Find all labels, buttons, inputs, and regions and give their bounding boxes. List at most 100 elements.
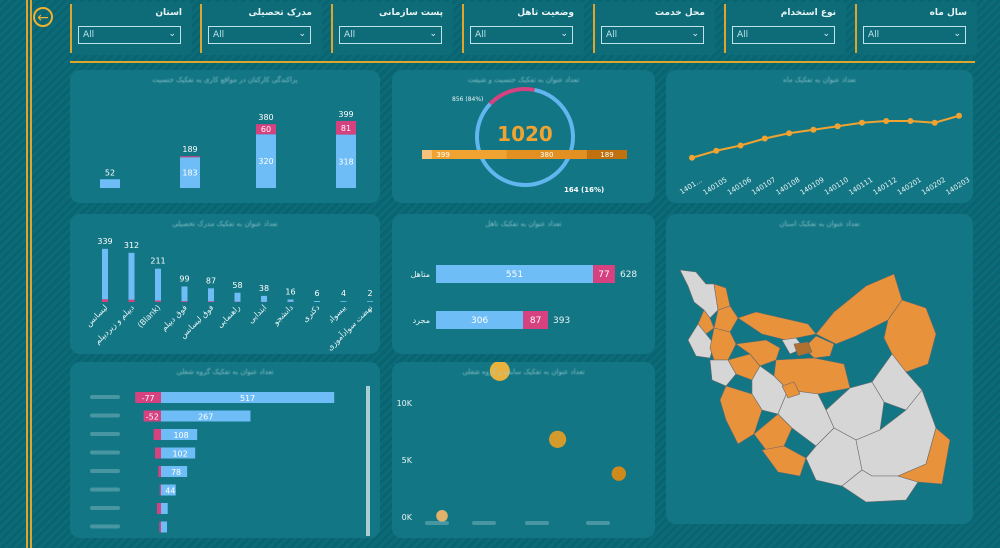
province-region [709,327,737,361]
province-region [753,413,793,451]
panel-map: تعداد عنوان به تفکیک استان [666,214,973,524]
bar-segment-label: 306 [471,316,488,326]
bar-segment-blue [128,252,135,302]
panel-education: تعداد عنوان به تفکیک مدرک تحصیلی 339 لیسا… [70,214,380,354]
bar-segment-blue [367,301,373,302]
bar-total-label: 380 [258,113,273,122]
bar-positive [161,410,251,422]
donut-bottom-label: 164 (16%) [564,186,604,194]
bar-segment-pink [256,124,276,135]
chevron-down-icon: ⌄ [298,29,306,39]
bar-total-label: 399 [338,110,353,119]
x-tick-label: 140107 [750,176,777,197]
bar-total-label: 628 [620,270,637,280]
province-region [713,305,739,333]
x-tick-label: 140111 [847,176,874,197]
line-series [691,114,960,159]
bar-segment [506,150,587,159]
bar-negative [143,410,161,422]
bar-value-label: -77 [142,394,155,403]
back-arrow-icon[interactable]: ← [33,7,53,27]
bar-positive [161,503,168,514]
scatter-chart: 0K 5K 10K [397,360,626,525]
bar-negative [158,466,161,477]
bar-total-label: 87 [206,276,216,285]
x-tick-label-blurred [472,521,496,525]
filter-value: All [475,30,487,40]
scatter-point [549,430,567,448]
province-region [709,359,737,387]
chevron-down-icon: ⌄ [168,29,176,39]
bar-positive [161,447,196,459]
x-tick-label: لیسانس [84,303,109,328]
y-tick-label-blurred [90,395,120,399]
line-point [689,154,695,161]
bar-segment-blue [181,286,188,302]
panel-scatter: تعداد عنوان به تفکیک سابقه و گروه شغلی 0… [392,360,655,538]
bar-value-label: 517 [240,394,255,403]
left-rail [0,0,60,548]
donut-center-value: 1020 [497,122,553,146]
x-tick-label: دانشجو [271,303,296,328]
chevron-down-icon: ⌄ [822,29,830,39]
filter-dropdown[interactable]: All ⌄ [732,26,835,44]
line-point [956,112,962,119]
filter-accent-bar [331,4,333,53]
bar-total-label: 211 [150,257,165,266]
bar-segment-blue [234,292,241,302]
province-region [737,311,817,341]
bar-segment-label: 551 [506,270,523,280]
y-tick-label: مجرد [413,316,430,325]
panel-hbar: تعداد عنوان به تفکیک گروه شغلی 517 -77 267… [70,362,380,548]
bar-segment-blue [180,157,200,188]
bar-segment-pink [128,299,135,302]
bar-total-label: 393 [553,316,570,326]
y-tick-label: 10K [397,399,413,408]
filter-dropdown[interactable]: All ⌄ [339,26,442,44]
x-tick-label: نهضت سوادآموزی [324,302,374,352]
line-chart: 1401...140105140106140107140108140109140… [678,112,971,197]
panel-title: تعداد عنوان به تفکیک استان [779,220,860,228]
filter-5: مدرک تحصیلی All ⌄ [200,2,322,55]
bar-segment-blue [155,268,161,302]
bar-negative [154,447,161,459]
filter-dropdown[interactable]: All ⌄ [601,26,704,44]
y-tick-label: 5K [402,456,413,465]
x-tick-label: 140112 [872,176,899,197]
panel-title: تعداد عنوان به تفکیک ماه [783,76,856,84]
filter-label: وضعیت تاهل [517,8,574,18]
filter-accent-bar [593,4,595,53]
rail-line [26,0,28,548]
bar-segment-label: 77 [598,270,609,280]
stacked-bar-chart: 52 189 183 380 320 60 399 318 81 [100,110,356,188]
filter-dropdown[interactable]: All ⌄ [78,26,181,44]
bar-segment-blue [314,301,320,302]
filter-accent-bar [70,4,72,53]
x-tick-label: (Blank) [136,303,163,330]
x-tick-label: راهنمایی [215,303,242,330]
filter-2: محل خدمت All ⌄ [593,2,715,55]
bar-value-label: -52 [146,413,159,422]
scrollbar-track[interactable] [366,386,370,536]
filter-dropdown[interactable]: All ⌄ [863,26,966,44]
bar-segment-light [422,150,432,159]
filter-dropdown[interactable]: All ⌄ [208,26,311,44]
x-tick-label: دکتری [301,303,322,324]
filter-value: All [606,30,618,40]
bar-segment [422,150,507,159]
y-tick-label-blurred [90,450,120,455]
panel-line: تعداد عنوان به تفکیک ماه 1401... 140105 14… [666,70,973,203]
filter-dropdown[interactable]: All ⌄ [470,26,573,44]
line-point [883,118,890,124]
filter-accent-bar [200,4,202,53]
bar-segment-blue [100,179,120,188]
bar-value-label: 267 [198,413,213,422]
province-region [719,385,763,445]
chevron-down-icon: ⌄ [691,29,699,39]
bar-segment-label: 87 [530,316,541,326]
bar-segment-blue [256,134,276,188]
bar-total-label: 58 [232,281,242,290]
bar-negative [135,392,161,403]
x-tick-label: 140203 [944,176,971,197]
x-tick-label: 140106 [726,176,753,197]
